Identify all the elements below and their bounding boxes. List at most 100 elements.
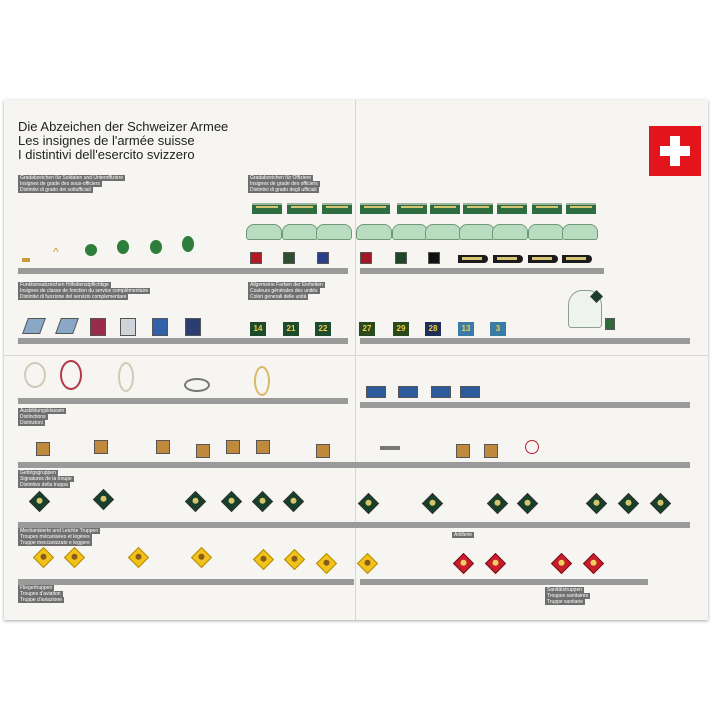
cap-band-icon	[497, 203, 527, 214]
section-header-staff-fr: Distinctions	[18, 414, 48, 420]
section-header-ranks-soldiers-fr: Insignes de grade des sous-officiers	[18, 181, 102, 187]
unit-number-badge: 28	[425, 322, 441, 336]
cap-band-icon	[532, 203, 562, 214]
officer-cap-icon	[528, 224, 564, 240]
section-header-mountain-it: Distintivo della truppa	[18, 482, 70, 488]
divider-bar	[360, 402, 690, 408]
rank-patch-icon	[360, 252, 372, 264]
section-header-medical-fr: Troupes sanitaires	[545, 593, 590, 599]
staff-patch-icon	[226, 440, 240, 454]
officer-cap-icon	[425, 224, 461, 240]
officer-cap-icon	[459, 224, 495, 240]
wing-badge-icon	[398, 386, 418, 398]
function-badge-icon	[185, 318, 201, 336]
unit-number-badge: 21	[283, 322, 299, 336]
section-header-aviation-it: Truppe d'aviazione	[18, 597, 64, 603]
cord-icon	[24, 362, 46, 388]
shoulder-board-icon	[562, 255, 592, 263]
cord-icon	[254, 366, 270, 396]
cord-icon	[60, 360, 82, 390]
officer-cap-icon	[356, 224, 392, 240]
divider-bar	[360, 268, 604, 274]
staff-patch-icon	[484, 444, 498, 458]
section-header-aviation-fr: Troupes d'aviation	[18, 591, 63, 597]
unit-number-badge: 22	[315, 322, 331, 336]
rank-badge-icon	[117, 240, 129, 254]
unit-number-badge: 13	[458, 322, 474, 336]
unit-number-badge: 14	[250, 322, 266, 336]
section-header-mountain-de: Gebirgsgruppen	[18, 470, 58, 476]
poster	[4, 100, 708, 620]
cord-icon	[118, 362, 134, 392]
divider-bar	[18, 522, 690, 528]
divider-bar	[18, 579, 354, 585]
section-header-function-de: Funktionsabzeichen Hilfsdienstpflichtige	[18, 282, 111, 288]
fold-line-vertical	[355, 100, 356, 620]
officer-cap-icon	[282, 224, 318, 240]
cap-band-icon	[252, 203, 282, 214]
section-header-mountain-fr: Signatures de la troupe	[18, 476, 74, 482]
officer-cap-icon	[562, 224, 598, 240]
divider-bar	[18, 338, 348, 344]
officer-cap-icon	[246, 224, 282, 240]
divider-bar	[18, 462, 690, 468]
divider-bar	[360, 579, 648, 585]
divider-bar	[360, 338, 690, 344]
function-badge-icon	[152, 318, 168, 336]
function-badge-icon	[120, 318, 136, 336]
section-header-ranks-officers-fr: Insignes de grade des officiers	[248, 181, 320, 187]
rank-patch-icon	[395, 252, 407, 264]
function-badge-icon	[90, 318, 106, 336]
poster-title-de: Die Abzeichen der Schweizer Armee	[18, 119, 229, 134]
rank-patch-icon	[283, 252, 295, 264]
cap-band-icon	[463, 203, 493, 214]
poster-title-it: I distintivi dell'esercito svizzero	[18, 147, 195, 162]
rank-patch-icon	[428, 252, 440, 264]
staff-patch-icon	[316, 444, 330, 458]
officer-cap-icon	[316, 224, 352, 240]
rank-bar-icon	[22, 258, 30, 262]
section-header-medical-de: Sanitätstruppen	[545, 587, 585, 593]
section-header-function-it: Distintivi di funzione del servizio comp…	[18, 294, 129, 300]
staff-patch-icon	[256, 440, 270, 454]
emblem-icon	[525, 440, 539, 454]
poster-title-fr: Les insignes de l'armée suisse	[18, 133, 195, 148]
section-header-colors-de: Allgemeine Farben der Einheiten	[248, 282, 325, 288]
shoulder-board-icon	[528, 255, 558, 263]
emblem-icon	[380, 446, 400, 450]
rank-patch-icon	[250, 252, 262, 264]
section-header-colors-it: Colori generali delle unità	[248, 294, 309, 300]
unit-number-badge: 29	[393, 322, 409, 336]
wing-badge-icon	[431, 386, 451, 398]
staff-patch-icon	[94, 440, 108, 454]
divider-bar	[18, 268, 348, 274]
chevron-icon: ^	[53, 245, 59, 259]
cap-band-icon	[430, 203, 460, 214]
shoulder-board-icon	[458, 255, 488, 263]
staff-patch-icon	[196, 444, 210, 458]
wing-badge-icon	[366, 386, 386, 398]
section-header-medical-it: Truppe sanitarie	[545, 599, 585, 605]
section-header-ranks-soldiers-de: Gradabzeichen für Soldaten und Unteroffi…	[18, 175, 126, 181]
rank-patch-icon	[317, 252, 329, 264]
cap-band-icon	[566, 203, 596, 214]
cap-band-icon	[322, 203, 352, 214]
shoulder-board-icon	[493, 255, 523, 263]
section-header-staff-it: Distinzioni	[18, 420, 45, 426]
rank-badge-icon	[85, 244, 97, 256]
cap-band-icon	[287, 203, 317, 214]
divider-bar	[18, 398, 348, 404]
section-header-ranks-officers-de: Gradabzeichen für Offiziere	[248, 175, 314, 181]
section-header-function-fr: Insignes de classe de fonction du servic…	[18, 288, 151, 294]
section-header-ranks-officers-it: Distintivi di grado degli ufficiali	[248, 187, 319, 193]
officer-cap-icon	[392, 224, 428, 240]
section-header-colors-fr: Couleurs générales des unités	[248, 288, 320, 294]
section-header-mechanized-de: Mechanisierte und Leichte Truppen	[18, 528, 101, 534]
rank-badge-icon	[182, 236, 194, 252]
uniform-diagram-icon	[568, 290, 602, 328]
section-header-mechanized-it: Truppe meccanizzate e leggere	[18, 540, 92, 546]
wing-badge-icon	[460, 386, 480, 398]
section-header-ranks-soldiers-it: Distintivi di grado dei sottufficiali	[18, 187, 93, 193]
section-header-aviation-de: Fliegertruppen	[18, 585, 55, 591]
staff-patch-icon	[36, 442, 50, 456]
